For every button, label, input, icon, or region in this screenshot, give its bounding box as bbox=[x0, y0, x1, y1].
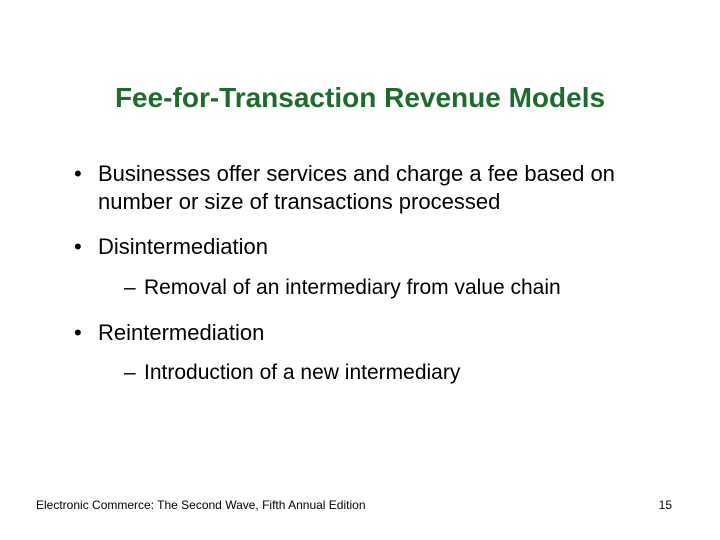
list-item: Introduction of a new intermediary bbox=[122, 360, 650, 386]
bullet-text: Introduction of a new intermediary bbox=[144, 361, 460, 384]
bullet-text: Reintermediation bbox=[98, 320, 264, 345]
slide-title: Fee-for-Transaction Revenue Models bbox=[0, 82, 720, 114]
list-item: Businesses offer services and charge a f… bbox=[70, 160, 650, 215]
bullet-text: Businesses offer services and charge a f… bbox=[98, 161, 615, 214]
slide-body: Businesses offer services and charge a f… bbox=[70, 160, 650, 405]
page-number: 15 bbox=[659, 498, 672, 512]
sub-bullet-list: Removal of an intermediary from value ch… bbox=[98, 275, 650, 301]
list-item: Removal of an intermediary from value ch… bbox=[122, 275, 650, 301]
bullet-text: Disintermediation bbox=[98, 234, 268, 259]
slide: Fee-for-Transaction Revenue Models Busin… bbox=[0, 0, 720, 540]
bullet-list: Businesses offer services and charge a f… bbox=[70, 160, 650, 387]
list-item: Disintermediation Removal of an intermed… bbox=[70, 233, 650, 301]
footer-text: Electronic Commerce: The Second Wave, Fi… bbox=[36, 498, 366, 512]
sub-bullet-list: Introduction of a new intermediary bbox=[98, 360, 650, 386]
bullet-text: Removal of an intermediary from value ch… bbox=[144, 276, 561, 299]
list-item: Reintermediation Introduction of a new i… bbox=[70, 319, 650, 387]
